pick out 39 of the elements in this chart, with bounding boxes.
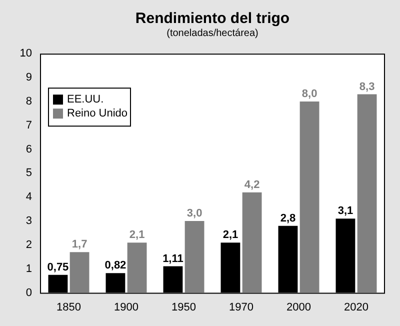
x-tick-label: 2000 [286,301,311,314]
data-label: 2,1 [129,229,145,242]
bar [70,252,90,293]
y-tick-label: 3 [26,215,32,228]
x-tick-label: 2020 [344,301,368,314]
y-tick-label: 6 [26,143,32,156]
y-tick-label: 7 [26,119,32,132]
bar [242,192,262,293]
bar [357,94,377,293]
data-label: 4,2 [244,178,260,191]
x-tick-label: 1850 [56,301,81,314]
legend-label: EE.UU. [67,94,104,106]
x-tick-label: 1970 [229,301,254,314]
legend-label: Reino Unido [67,108,128,120]
data-label: 1,11 [162,252,184,265]
data-label: 0,75 [47,261,69,274]
chart-title: Rendimiento del trigo [134,10,291,27]
y-tick-label: 1 [26,262,32,275]
data-label: 1,7 [72,238,88,251]
bar [184,221,204,293]
y-tick-label: 4 [26,191,32,204]
y-tick-label: 9 [26,72,32,84]
y-tick-label: 10 [20,48,32,60]
y-tick-label: 5 [26,167,32,180]
data-label: 8,3 [359,80,375,93]
bar [300,101,320,293]
y-tick-label: 0 [26,286,32,299]
data-label: 3,1 [338,205,354,218]
chart-subtitle: (toneladas/hectárea) [166,27,260,40]
data-label: 2,1 [222,229,238,242]
data-label: 3,0 [186,208,202,220]
data-label: 2,8 [280,212,296,224]
data-label: 8,0 [302,88,318,100]
x-tick-label: 1900 [114,301,138,314]
x-tick-label: 1950 [172,301,196,314]
y-tick-label: 2 [26,238,32,251]
y-tick-label: 8 [26,95,32,108]
data-label: 0,82 [104,260,126,272]
bar [127,242,147,293]
